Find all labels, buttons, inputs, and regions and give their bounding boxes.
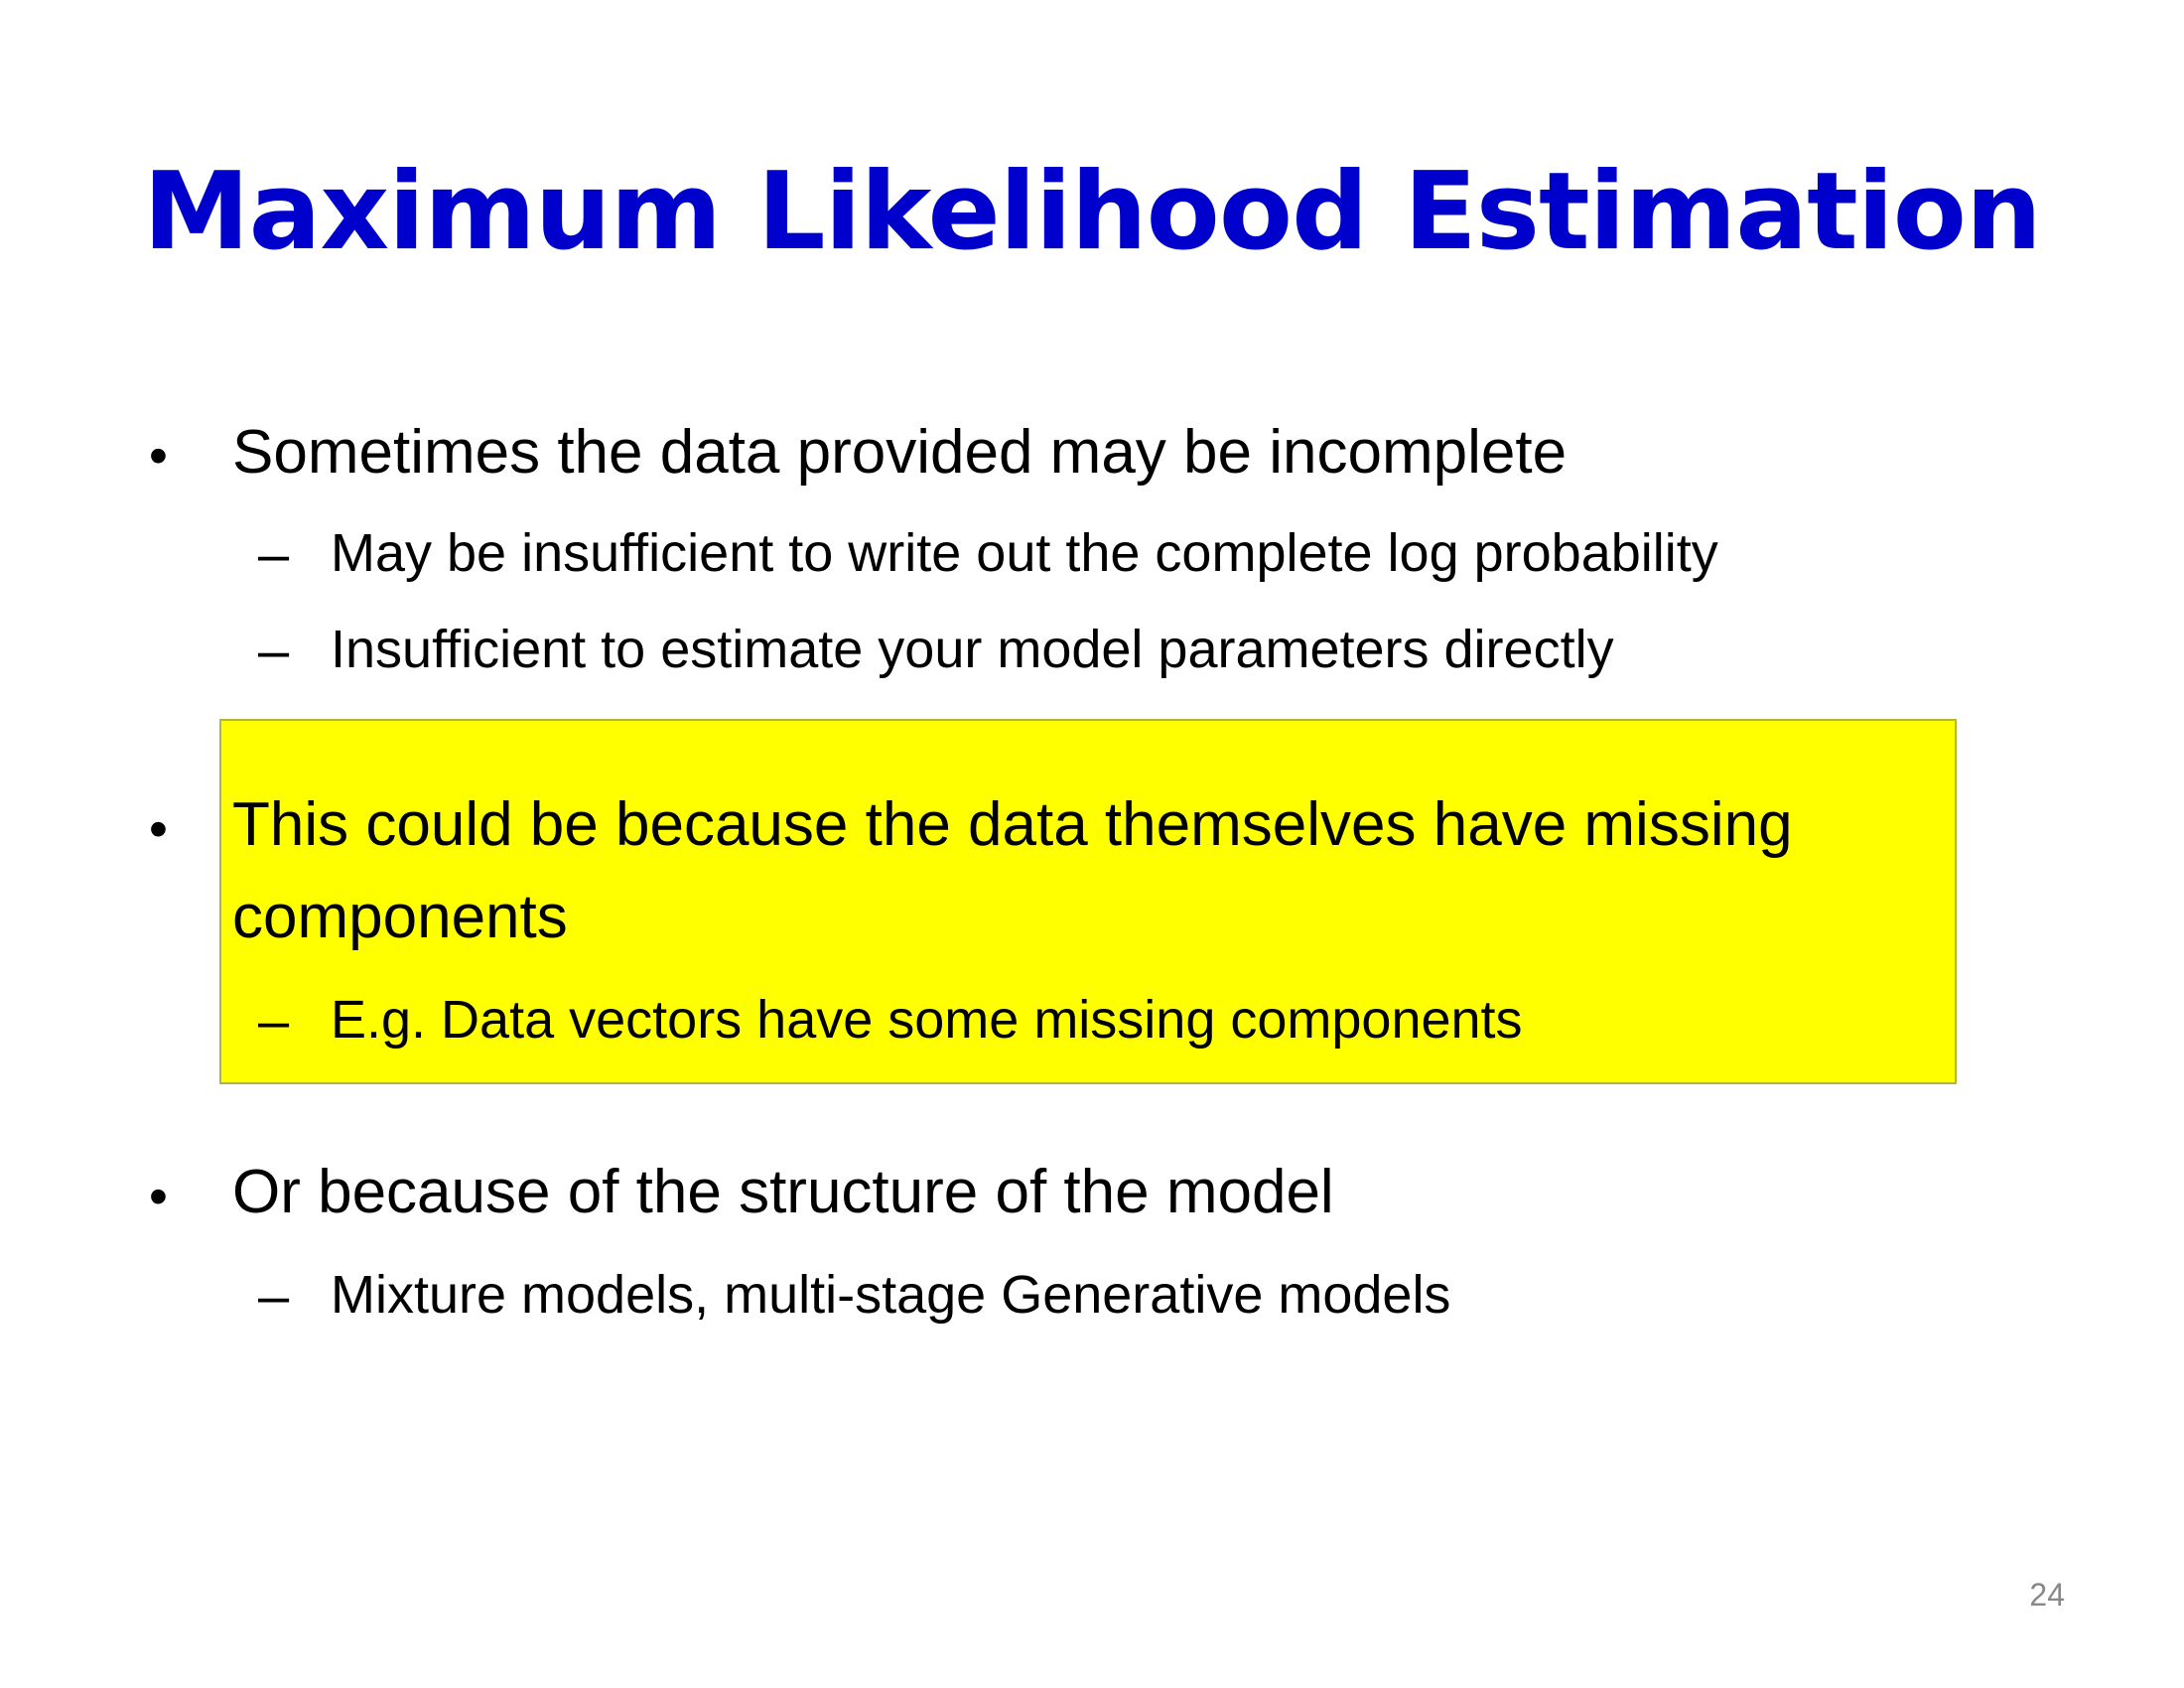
bullet-3-text: Or because of the structure of the model [232,1158,1334,1226]
bullet-1-sub-1-text: May be insufficient to write out the com… [331,523,1718,583]
sub-bullet-marker: – [258,1264,290,1327]
sub-bullet-marker: – [258,619,290,681]
sub-bullet-marker: – [258,989,290,1052]
bullet-marker: • [149,426,168,486]
bullet-2-text-line-2: components [232,883,568,951]
bullet-1-text: Sometimes the data provided may be incom… [232,418,1568,487]
sub-bullet-marker: – [258,522,290,585]
highlight-box [219,719,1957,1084]
bullet-2-sub-1-text: E.g. Data vectors have some missing comp… [331,990,1523,1050]
bullet-3-sub-1-text: Mixture models, multi-stage Generative m… [331,1265,1451,1325]
page-number: 24 [2029,1577,2065,1613]
bullet-2-text-line-1: This could be because the data themselve… [232,790,1793,859]
bullet-marker: • [149,799,168,859]
bullet-marker: • [149,1167,168,1226]
bullet-1-sub-2-text: Insufficient to estimate your model para… [331,620,1614,679]
slide-title: Maximum Likelihood Estimation [143,150,2042,274]
